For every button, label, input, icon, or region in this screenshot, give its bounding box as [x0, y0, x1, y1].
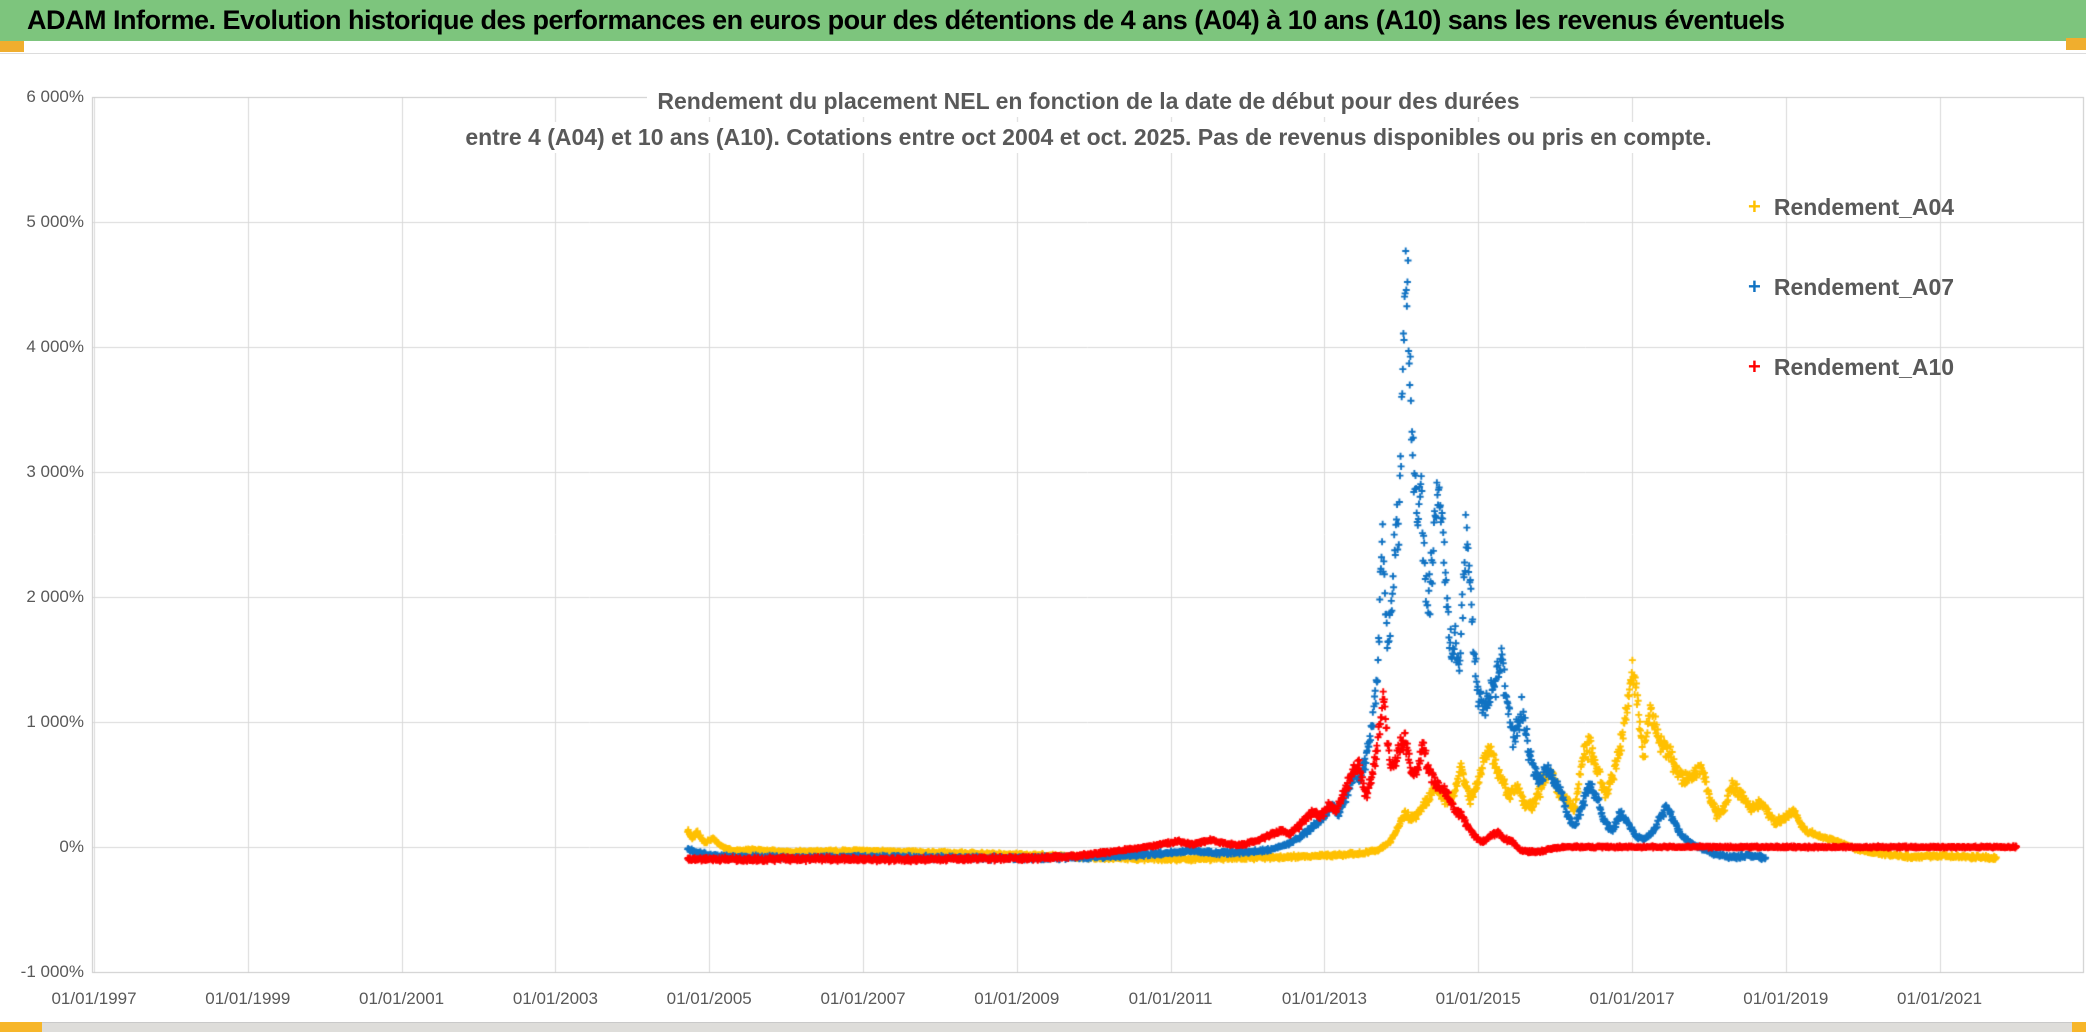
y-tick-label: 1 000%	[26, 712, 84, 731]
accent-square-bottom-right	[2072, 1022, 2086, 1032]
x-tick-label: 01/01/2013	[1281, 989, 1367, 1008]
legend-item-rendement-a07[interactable]: + Rendement_A07	[1748, 270, 1954, 304]
accent-square-bottom-left	[0, 1022, 42, 1032]
x-tick-label: 01/01/2015	[1435, 989, 1521, 1008]
bottom-strip	[0, 1022, 2086, 1032]
x-tick-label: 01/01/2001	[359, 989, 445, 1008]
x-tick-label: 01/01/2005	[666, 989, 752, 1008]
legend-label: Rendement_A10	[1773, 353, 1955, 380]
x-tick-label: 01/01/2017	[1589, 989, 1675, 1008]
plus-marker-icon: +	[1748, 274, 1761, 299]
legend-label: Rendement_A04	[1773, 193, 1955, 220]
y-tick-label: 4 000%	[26, 337, 84, 356]
x-tick-label: 01/01/2011	[1128, 989, 1213, 1008]
page-title: ADAM Informe. Evolution historique des p…	[27, 5, 1785, 35]
y-tick-label: 0%	[59, 837, 84, 856]
accent-square-top-right	[2066, 38, 2086, 50]
row-divider	[0, 53, 2086, 54]
x-tick-label: 01/01/1997	[51, 989, 137, 1008]
x-tick-label: 01/01/2003	[512, 989, 598, 1008]
y-tick-label: -1 000%	[20, 962, 84, 981]
x-tick-label: 01/01/2009	[974, 989, 1060, 1008]
chart-title: Rendement du placement NEL en fonction d…	[94, 86, 2083, 153]
plus-marker-icon: +	[1748, 194, 1761, 219]
x-tick-label: 01/01/2007	[820, 989, 906, 1008]
title-bar: ADAM Informe. Evolution historique des p…	[0, 0, 2086, 41]
y-tick-label: 2 000%	[26, 587, 84, 606]
legend-item-rendement-a04[interactable]: + Rendement_A04	[1748, 190, 1954, 224]
x-tick-label: 01/01/2021	[1897, 989, 1983, 1008]
chart-title-line2: entre 4 (A04) et 10 ans (A10). Cotations…	[455, 122, 1722, 153]
y-tick-label: 5 000%	[26, 212, 84, 231]
chart-title-line1: Rendement du placement NEL en fonction d…	[647, 86, 1530, 117]
legend-label: Rendement_A07	[1773, 273, 1955, 300]
legend-item-rendement-a10[interactable]: + Rendement_A10	[1748, 350, 1954, 384]
accent-square-top-left	[0, 41, 24, 52]
chart-legend: + Rendement_A04 + Rendement_A07 + Rendem…	[1748, 190, 1954, 430]
plus-marker-icon: +	[1748, 354, 1761, 379]
y-tick-label: 6 000%	[26, 87, 84, 106]
y-tick-label: 3 000%	[26, 462, 84, 481]
x-tick-label: 01/01/2019	[1743, 989, 1829, 1008]
x-tick-label: 01/01/1999	[205, 989, 291, 1008]
